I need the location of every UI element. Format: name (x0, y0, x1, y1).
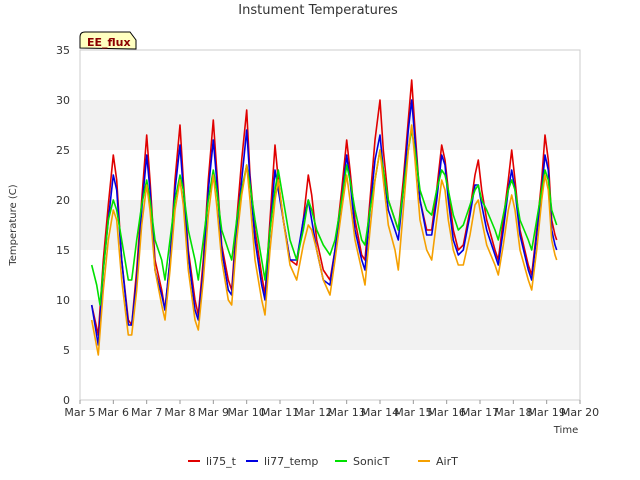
legend-label: li77_temp (264, 455, 318, 468)
x-tick-label: Mar 17 (461, 406, 499, 419)
x-tick-label: Mar 19 (528, 406, 566, 419)
grid-band (80, 100, 580, 150)
x-tick-label: Mar 7 (131, 406, 162, 419)
y-axis-label: Temperature (C) (8, 184, 19, 266)
x-axis-label: Time (553, 425, 578, 436)
legend-label: AirT (436, 455, 458, 468)
y-tick-label: 5 (63, 344, 70, 357)
x-tick-label: Mar 11 (261, 406, 299, 419)
series-line-sonict (90, 129, 558, 306)
x-tick-label: Mar 8 (164, 406, 195, 419)
plot-area-border (79, 49, 581, 401)
x-tick-label: Mar 6 (98, 406, 129, 419)
chart-title: Instument Temperatures (238, 3, 398, 18)
x-tick-label: Mar 20 (561, 406, 599, 419)
ee-flux-badge: EE_flux (79, 31, 137, 50)
series-line-li77-temp (90, 99, 558, 346)
series-line-airt (90, 124, 558, 356)
legend-item: SonicT (335, 455, 390, 468)
x-tick-label: Mar 15 (394, 406, 432, 419)
grid-band (80, 50, 580, 100)
y-tick-label: 15 (56, 244, 70, 257)
y-tick-label: 20 (56, 194, 70, 207)
legend-item: li77_temp (246, 455, 318, 468)
y-tick-label: 10 (56, 294, 70, 307)
legend-item: AirT (418, 455, 458, 468)
y-tick-label: 25 (56, 144, 70, 157)
legend: li75_t li77_temp SonicT AirT (188, 455, 458, 468)
x-tick-label: Mar 14 (361, 406, 399, 419)
grid-band (80, 300, 580, 350)
y-axis: 0 5 10 15 20 25 30 35 (56, 44, 70, 407)
x-tick-label: Mar 5 (64, 406, 95, 419)
x-tick-label: Mar 13 (328, 406, 366, 419)
x-tick-label: Mar 10 (228, 406, 266, 419)
grid-band (80, 150, 580, 200)
x-tick-label: Mar 9 (198, 406, 229, 419)
legend-item: li75_t (188, 455, 237, 468)
grid-bands (80, 50, 580, 400)
y-tick-label: 30 (56, 94, 70, 107)
grid-band (80, 200, 580, 250)
x-tick-label: Mar 18 (494, 406, 532, 419)
legend-label: li75_t (206, 455, 237, 468)
grid-band (80, 350, 580, 400)
ee-flux-label: EE_flux (87, 36, 131, 49)
x-tick-label: Mar 16 (428, 406, 466, 419)
y-tick-label: 35 (56, 44, 70, 57)
series-lines (90, 79, 558, 356)
y-tick-label: 0 (63, 394, 70, 407)
x-tick-label: Mar 12 (294, 406, 332, 419)
legend-label: SonicT (353, 455, 390, 468)
